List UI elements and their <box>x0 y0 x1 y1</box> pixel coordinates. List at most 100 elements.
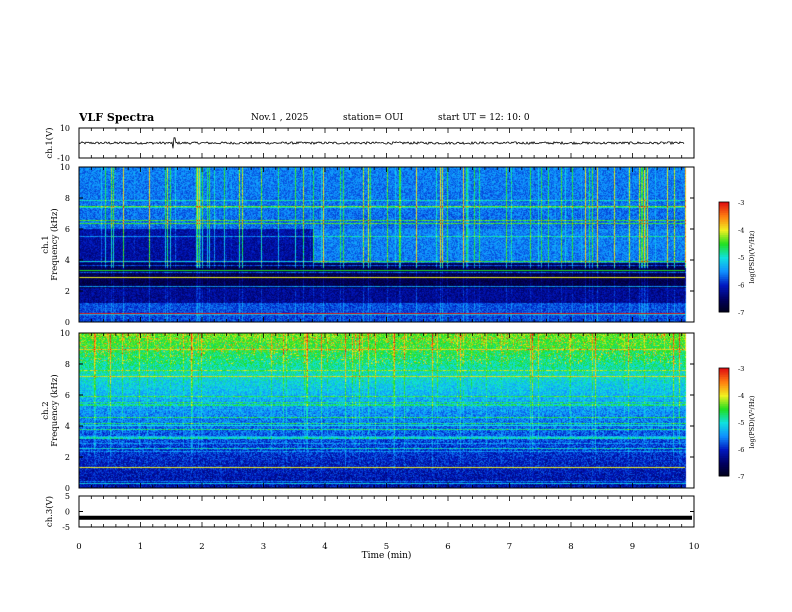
colorbar-swatch-1 <box>719 253 729 256</box>
colorbar-swatch-1 <box>719 218 729 221</box>
colorbar-swatch-2 <box>719 429 729 432</box>
xtick-label: 8 <box>568 542 573 552</box>
colorbar-swatch-1 <box>719 236 729 240</box>
colorbar-swatch-1 <box>719 282 729 285</box>
colorbar-swatch-2 <box>719 409 729 412</box>
colorbar-swatch-2 <box>719 432 729 436</box>
xtick-label: 6 <box>445 542 450 552</box>
colorbar-swatch-2 <box>719 382 729 385</box>
colorbar-swatch-2 <box>719 387 729 391</box>
ylabel-1: ch.1(V) <box>44 127 55 158</box>
colorbar-swatch-2 <box>719 474 729 477</box>
ylabel-2: ch.1 <box>41 235 51 253</box>
colorbar-swatch-2 <box>719 402 729 405</box>
colorbar-swatch-2 <box>719 461 729 464</box>
colorbar-swatch-1 <box>719 288 729 291</box>
colorbar-swatch-1 <box>719 277 729 280</box>
colorbar-swatch-1 <box>719 266 729 269</box>
ylabel-3: Frequency (kHz) <box>49 374 60 446</box>
colorbar-swatch-2 <box>719 378 729 382</box>
ytick-label-2: 0 <box>65 318 70 327</box>
colorbar-swatch-2 <box>719 407 729 410</box>
colorbar-swatch-1 <box>719 216 729 219</box>
colorbar-swatch-2 <box>719 398 729 401</box>
colorbar-swatch-1 <box>719 306 729 309</box>
colorbar-swatch-2 <box>719 369 729 373</box>
colorbar-swatch-1 <box>719 257 729 260</box>
ylabel-3: ch.2 <box>41 401 51 419</box>
colorbar-swatch-2 <box>719 445 729 448</box>
colorbar-swatch-2 <box>719 411 729 414</box>
colorbar-swatch-2 <box>719 454 729 457</box>
colorbar-swatch-2 <box>719 368 729 371</box>
colorbar-swatch-2 <box>719 373 729 376</box>
colorbar-swatch-2 <box>719 467 729 470</box>
colorbar-swatch-2 <box>719 396 729 400</box>
colorbar-swatch-1 <box>719 255 729 258</box>
colorbar-swatch-1 <box>719 269 729 273</box>
colorbar-swatch-2 <box>719 438 729 441</box>
colorbar-swatch-2 <box>719 389 729 392</box>
colorbar-swatch-1 <box>719 244 729 247</box>
colorbar-swatch-1 <box>719 310 729 313</box>
colorbar-swatch-2 <box>719 427 729 430</box>
colorbar-swatch-1 <box>719 202 729 205</box>
colorbar-swatch-1 <box>719 227 729 230</box>
colorbar-swatch-2 <box>719 463 729 466</box>
colorbar-swatch-1 <box>719 301 729 304</box>
colorbar-swatch-1 <box>719 262 729 265</box>
xtick-label: 1 <box>138 542 143 552</box>
colorbar-swatch-2 <box>719 391 729 394</box>
colorbar-swatch-2 <box>719 386 729 389</box>
colorbar-swatch-2 <box>719 459 729 463</box>
colorbar-swatch-1 <box>719 247 729 251</box>
colorbar-swatch-2 <box>719 472 729 475</box>
xtick-label: 9 <box>630 542 635 552</box>
colorbar-label-1: log(PSD)(V²/Hz) <box>748 230 756 283</box>
colorbar-swatch-1 <box>719 205 729 208</box>
ytick-label-3: 6 <box>65 391 70 400</box>
colorbar-swatch-1 <box>719 258 729 262</box>
colorbar-swatch-2 <box>719 416 729 419</box>
colorbar-swatch-2 <box>719 420 729 423</box>
colorbar-swatch-1 <box>719 246 729 249</box>
ylabel-2: Frequency (kHz) <box>49 208 60 280</box>
colorbar-tick-2: -5 <box>738 419 744 427</box>
colorbar-swatch-2 <box>719 377 729 380</box>
colorbar-swatch-1 <box>719 286 729 289</box>
colorbar-swatch-1 <box>719 291 729 295</box>
colorbar-swatch-1 <box>719 293 729 296</box>
colorbar-swatch-2 <box>719 465 729 468</box>
colorbar-tick-2: -3 <box>738 365 744 373</box>
date-label: Nov.1 , 2025 <box>251 113 309 123</box>
colorbar-swatch-2 <box>719 431 729 434</box>
colorbar-swatch-1 <box>719 268 729 271</box>
ylabel-4: ch.3(V) <box>44 496 55 527</box>
colorbar-swatch-1 <box>719 251 729 254</box>
colorbar-swatch-1 <box>719 209 729 212</box>
colorbar-swatch-2 <box>719 393 729 396</box>
xtick-label: 10 <box>689 542 700 552</box>
colorbar-swatch-2 <box>719 400 729 403</box>
colorbar-swatch-1 <box>719 233 729 236</box>
ytick-label-4: 0 <box>65 508 70 517</box>
colorbar-swatch-2 <box>719 395 729 398</box>
ytick-label-3: 0 <box>65 484 70 493</box>
panel-frame-2 <box>78 166 695 323</box>
colorbar-swatch-2 <box>719 450 729 454</box>
colorbar-swatch-2 <box>719 447 729 450</box>
ytick-label-4: -5 <box>62 523 70 532</box>
start-time-label: start UT = 12: 10: 0 <box>438 113 530 123</box>
colorbar-swatch-2 <box>719 436 729 439</box>
ch1-waveform-trace <box>78 137 685 149</box>
colorbar-swatch-2 <box>719 441 729 445</box>
colorbar-swatch-2 <box>719 456 729 459</box>
colorbar-swatch-1 <box>719 222 729 225</box>
ytick-label-2: 2 <box>65 287 70 296</box>
ytick-label-2: 6 <box>65 225 70 234</box>
xtick-label: 7 <box>507 542 512 552</box>
colorbar-swatch-1 <box>719 297 729 300</box>
colorbar-swatch-1 <box>719 264 729 267</box>
xtick-label: 0 <box>76 542 81 552</box>
